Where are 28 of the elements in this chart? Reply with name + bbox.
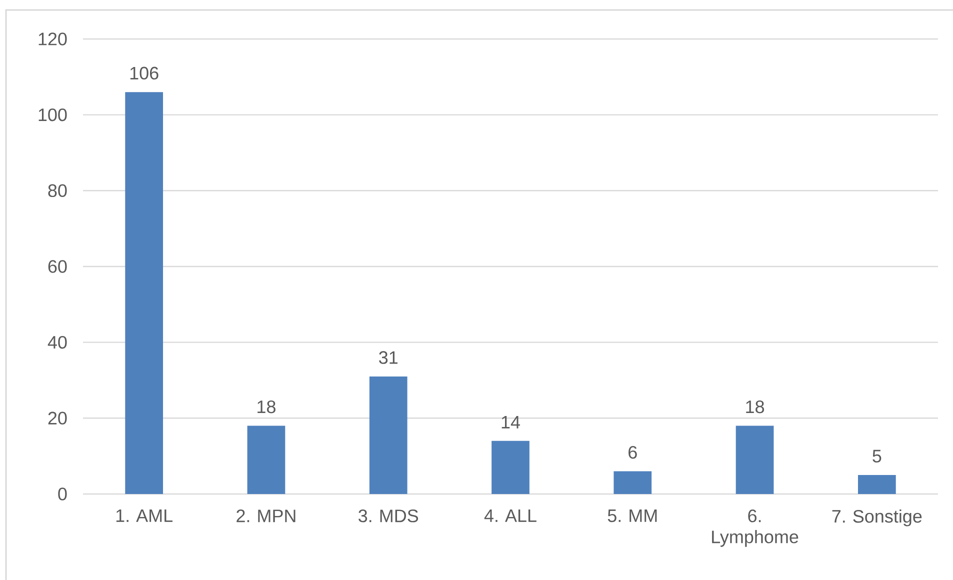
x-tick-label: 2. MPN <box>236 510 296 522</box>
x-tick-label: 5. MM <box>608 510 657 522</box>
y-tick-label: 20 <box>48 412 67 425</box>
data-label: 106 <box>130 66 158 80</box>
x-tick-label: 7. Sonstige <box>832 510 922 526</box>
bar <box>614 471 652 494</box>
bar <box>247 426 286 494</box>
data-label: 6 <box>628 446 637 459</box>
data-label: 18 <box>258 400 276 414</box>
data-label: 14 <box>502 416 520 428</box>
x-tick-label: 3. MDS <box>358 510 418 522</box>
x-tick-label: 1. AML <box>116 510 172 522</box>
data-label: 31 <box>379 351 398 364</box>
y-tick-label: 100 <box>38 108 67 122</box>
data-label: 5 <box>872 450 882 462</box>
y-tick-label: 40 <box>48 336 67 349</box>
bar <box>125 92 164 494</box>
x-tick-label: 6. Lymphome <box>712 510 798 547</box>
bar <box>492 440 530 494</box>
y-tick-label: 120 <box>38 32 67 46</box>
bar <box>858 475 896 494</box>
data-label: 18 <box>746 400 764 414</box>
y-tick-label: 60 <box>48 260 67 273</box>
bar <box>369 376 408 494</box>
y-tick-label: 0 <box>58 488 67 500</box>
y-tick-label: 80 <box>48 184 67 198</box>
x-tick-label: 4. ALL <box>484 510 536 522</box>
bar <box>736 426 774 494</box>
